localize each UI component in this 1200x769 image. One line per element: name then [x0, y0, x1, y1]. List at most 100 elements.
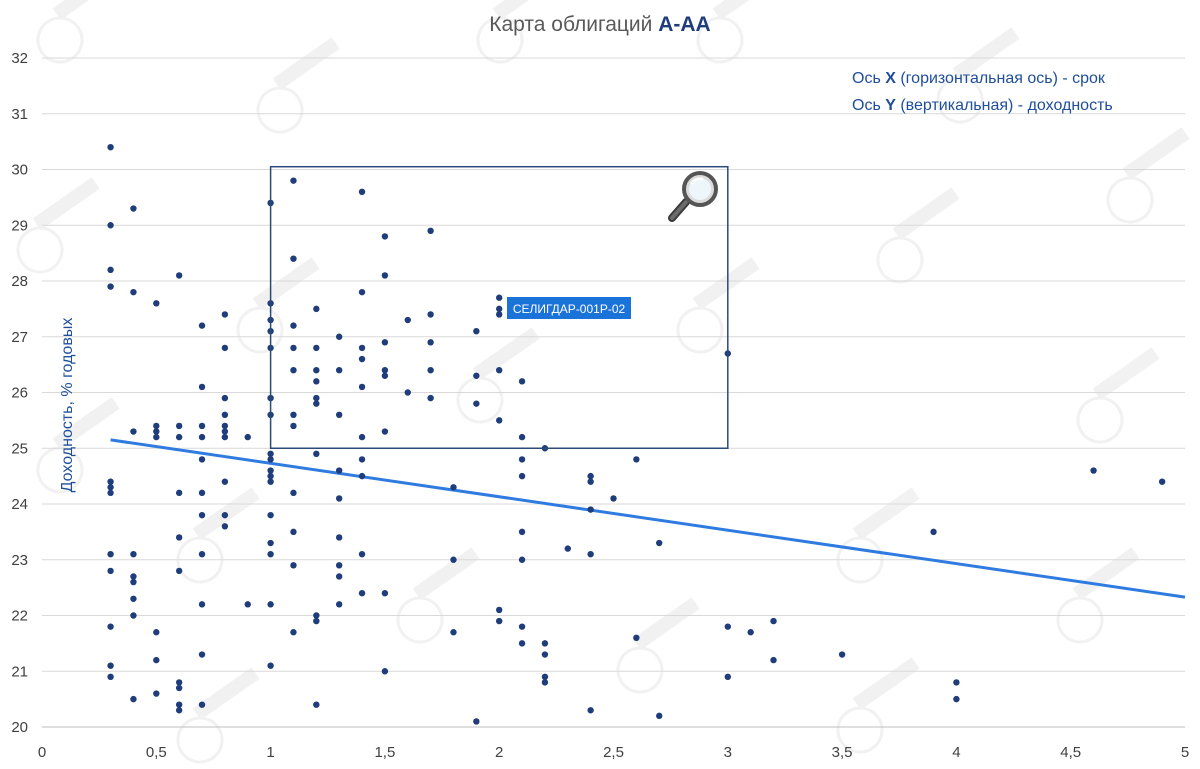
watermark-logo [36, 397, 120, 494]
data-point [381, 590, 389, 597]
data-point [358, 590, 366, 597]
data-point [358, 456, 366, 463]
data-point [198, 422, 206, 430]
data-point [267, 601, 274, 608]
data-point [930, 528, 937, 536]
data-point [221, 394, 229, 402]
data-point [724, 673, 731, 681]
data-point [358, 383, 366, 391]
data-point [335, 601, 343, 608]
data-point [427, 394, 434, 402]
data-point [518, 433, 526, 441]
data-point [153, 422, 160, 430]
zoom-region[interactable] [269, 165, 729, 449]
data-point [381, 428, 389, 435]
data-point [267, 550, 274, 558]
data-point [381, 668, 389, 675]
data-point [130, 612, 137, 619]
data-point [107, 478, 114, 485]
data-point [221, 422, 229, 430]
data-point [633, 634, 640, 641]
y-tick-label: 30 [11, 162, 28, 179]
data-point [450, 484, 457, 491]
watermark-logo [456, 327, 540, 424]
watermark-logo [836, 487, 920, 584]
watermark-logo [396, 547, 480, 644]
data-point [610, 495, 617, 502]
data-point [427, 339, 434, 346]
data-point [198, 456, 206, 463]
data-point [953, 695, 960, 703]
data-point [175, 707, 183, 714]
data-point [496, 367, 503, 374]
data-point [358, 188, 366, 195]
data-point [587, 550, 594, 558]
watermark-layer [16, 0, 1190, 764]
data-point [175, 534, 183, 541]
data-point [518, 528, 526, 536]
data-point [358, 344, 366, 352]
data-point [175, 684, 183, 692]
data-point [130, 428, 137, 435]
watermark-logo [16, 177, 100, 274]
data-point [290, 322, 297, 329]
data-point [267, 472, 274, 480]
watermark-logo [936, 27, 1020, 124]
y-tick-label: 31 [11, 106, 28, 123]
watermark-logo [256, 37, 340, 134]
data-point [107, 484, 114, 491]
data-point [313, 367, 320, 374]
data-point [587, 478, 594, 485]
data-point [335, 333, 343, 340]
data-point [153, 690, 160, 697]
data-point [244, 601, 251, 608]
trend-line [110, 438, 1186, 599]
watermark-logo [1056, 547, 1140, 644]
data-point [290, 489, 297, 497]
callout-background [507, 297, 631, 319]
y-tick-label: 32 [11, 50, 28, 67]
data-point [221, 523, 229, 530]
data-point [130, 205, 137, 212]
data-point [107, 266, 114, 274]
x-tick-label: 1 [266, 744, 274, 761]
data-point [130, 578, 137, 586]
data-point [427, 227, 434, 235]
data-point [335, 411, 343, 418]
data-point [198, 489, 206, 497]
data-point [153, 656, 160, 664]
data-point [221, 411, 229, 418]
data-point [130, 573, 137, 580]
data-point [953, 679, 960, 686]
data-point [335, 367, 343, 374]
data-point [496, 606, 503, 614]
data-point [198, 322, 206, 329]
data-point [130, 695, 137, 703]
y-axis-ticks: 20 21 22 23 24 25 26 27 28 29 30 31 32 [11, 50, 28, 736]
y-tick-label: 26 [11, 385, 28, 402]
data-point [564, 545, 571, 552]
axis-note-x: Ось X (горизонтальная ось) - срок [852, 70, 1106, 87]
x-tick-label: 3,5 [832, 744, 853, 761]
y-tick-label: 28 [11, 273, 28, 290]
data-point [221, 344, 229, 352]
x-tick-label: 2 [495, 744, 503, 761]
data-point [335, 495, 343, 502]
data-point [770, 656, 777, 664]
data-point [107, 550, 114, 558]
data-point [290, 367, 297, 374]
data-point [290, 528, 297, 536]
data-point [427, 367, 434, 374]
watermark-logo [236, 257, 320, 354]
data-point [358, 472, 366, 480]
data-point [473, 372, 480, 379]
data-point [381, 272, 389, 279]
data-point [107, 623, 114, 630]
data-point [381, 372, 389, 379]
data-point [404, 316, 411, 324]
data-point [175, 422, 183, 430]
zoom-region-group [269, 165, 729, 449]
data-point [518, 378, 526, 385]
magnifier-icon[interactable] [668, 171, 718, 222]
